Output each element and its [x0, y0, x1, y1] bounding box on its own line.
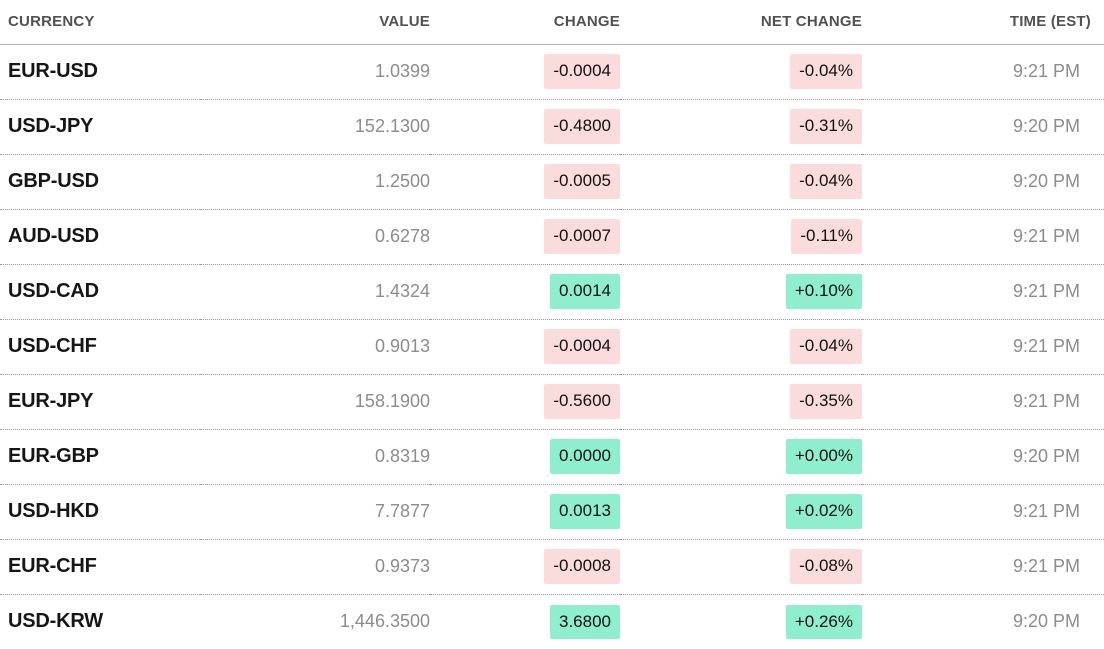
- time-cell: 9:21 PM: [1012, 391, 1080, 411]
- currency-pair-link[interactable]: EUR-CHF: [8, 555, 97, 577]
- table-row: USD-KRW 1,446.3500 3.6800 +0.26% 9:20 PM: [0, 594, 1104, 649]
- change-cell: 3.6800: [430, 594, 620, 649]
- net-change-badge: +0.10%: [785, 274, 862, 309]
- table-row: GBP-USD 1.2500 -0.0005 -0.04% 9:20 PM: [0, 154, 1104, 209]
- value-cell: 0.6278: [374, 226, 430, 246]
- value-cell: 1.4324: [374, 281, 430, 301]
- table-body: EUR-USD 1.0399 -0.0004 -0.04% 9:21 PM US…: [0, 44, 1104, 649]
- net-change-cell: -0.04%: [620, 154, 862, 209]
- change-badge: -0.5600: [544, 384, 620, 419]
- column-header-change: CHANGE: [553, 13, 620, 31]
- change-badge: -0.4800: [544, 109, 620, 144]
- net-change-badge: -0.35%: [790, 384, 862, 419]
- change-badge: 0.0000: [550, 439, 620, 474]
- change-cell: -0.5600: [430, 374, 620, 429]
- column-header-value: VALUE: [379, 13, 430, 31]
- change-badge: 0.0013: [550, 494, 620, 529]
- currency-pair-link[interactable]: USD-CHF: [8, 335, 97, 357]
- net-change-cell: +0.02%: [620, 484, 862, 539]
- table-row: USD-HKD 7.7877 0.0013 +0.02% 9:21 PM: [0, 484, 1104, 539]
- currency-pair-link[interactable]: USD-HKD: [8, 500, 99, 522]
- change-badge: -0.0004: [544, 54, 620, 89]
- value-cell: 0.8319: [374, 446, 430, 466]
- table-row: USD-CHF 0.9013 -0.0004 -0.04% 9:21 PM: [0, 319, 1104, 374]
- time-cell: 9:20 PM: [1012, 611, 1080, 632]
- table-row: EUR-CHF 0.9373 -0.0008 -0.08% 9:21 PM: [0, 539, 1104, 594]
- net-change-badge: -0.11%: [791, 219, 862, 254]
- table-row: USD-JPY 152.1300 -0.4800 -0.31% 9:20 PM: [0, 99, 1104, 154]
- change-badge: 0.0014: [550, 274, 620, 309]
- change-badge: -0.0004: [544, 329, 620, 364]
- net-change-badge: -0.04%: [790, 54, 862, 89]
- change-cell: -0.0005: [430, 154, 620, 209]
- net-change-cell: +0.00%: [620, 429, 862, 484]
- change-cell: -0.0007: [430, 209, 620, 264]
- change-badge: -0.0008: [544, 549, 620, 584]
- value-cell: 0.9013: [374, 336, 430, 356]
- currency-pair-link[interactable]: GBP-USD: [8, 170, 99, 192]
- value-cell: 0.9373: [374, 556, 430, 576]
- currency-pair-link[interactable]: USD-CAD: [8, 280, 99, 302]
- time-cell: 9:21 PM: [1012, 336, 1080, 356]
- net-change-cell: -0.35%: [620, 374, 862, 429]
- net-change-badge: -0.08%: [790, 549, 862, 584]
- net-change-badge: +0.00%: [785, 439, 862, 474]
- time-cell: 9:21 PM: [1012, 61, 1080, 81]
- time-cell: 9:21 PM: [1012, 281, 1080, 301]
- currency-pair-link[interactable]: EUR-JPY: [8, 390, 94, 412]
- time-cell: 9:21 PM: [1012, 226, 1080, 246]
- currency-pair-link[interactable]: EUR-GBP: [8, 445, 99, 467]
- net-change-badge: -0.04%: [790, 329, 862, 364]
- change-cell: -0.0008: [430, 539, 620, 594]
- currency-pair-link[interactable]: EUR-USD: [8, 60, 98, 82]
- change-cell: 0.0000: [430, 429, 620, 484]
- time-cell: 9:21 PM: [1012, 501, 1080, 521]
- time-cell: 9:20 PM: [1012, 116, 1080, 136]
- column-header-currency: CURRENCY: [8, 13, 95, 31]
- net-change-badge: -0.31%: [790, 109, 862, 144]
- change-cell: -0.4800: [430, 99, 620, 154]
- table-row: EUR-USD 1.0399 -0.0004 -0.04% 9:21 PM: [0, 44, 1104, 99]
- column-header-time: TIME (EST): [1009, 13, 1091, 31]
- net-change-cell: -0.04%: [620, 44, 862, 99]
- change-cell: 0.0013: [430, 484, 620, 539]
- value-cell: 7.7877: [374, 501, 430, 521]
- table-row: EUR-JPY 158.1900 -0.5600 -0.35% 9:21 PM: [0, 374, 1104, 429]
- time-cell: 9:20 PM: [1012, 446, 1080, 466]
- table-header-row: CURRENCY VALUE CHANGE NET CHANGE TIME (E…: [0, 0, 1104, 44]
- time-cell: 9:21 PM: [1012, 556, 1080, 576]
- net-change-cell: -0.04%: [620, 319, 862, 374]
- net-change-badge: +0.02%: [785, 494, 862, 529]
- net-change-cell: -0.31%: [620, 99, 862, 154]
- net-change-cell: -0.11%: [620, 209, 862, 264]
- change-cell: -0.0004: [430, 319, 620, 374]
- table-row: EUR-GBP 0.8319 0.0000 +0.00% 9:20 PM: [0, 429, 1104, 484]
- change-badge: -0.0007: [544, 219, 620, 254]
- column-header-net-change: NET CHANGE: [760, 13, 862, 31]
- change-cell: -0.0004: [430, 44, 620, 99]
- net-change-badge: -0.04%: [790, 164, 862, 199]
- currency-pair-link[interactable]: AUD-USD: [8, 225, 99, 247]
- net-change-cell: +0.10%: [620, 264, 862, 319]
- value-cell: 1.0399: [374, 61, 430, 81]
- value-cell: 152.1300: [354, 116, 430, 136]
- table-row: USD-CAD 1.4324 0.0014 +0.10% 9:21 PM: [0, 264, 1104, 319]
- change-badge: 3.6800: [550, 604, 620, 639]
- change-cell: 0.0014: [430, 264, 620, 319]
- currency-pair-link[interactable]: USD-JPY: [8, 115, 94, 137]
- value-cell: 1,446.3500: [339, 611, 430, 632]
- change-badge: -0.0005: [544, 164, 620, 199]
- net-change-cell: -0.08%: [620, 539, 862, 594]
- value-cell: 158.1900: [354, 391, 430, 411]
- time-cell: 9:20 PM: [1012, 171, 1080, 191]
- table-row: AUD-USD 0.6278 -0.0007 -0.11% 9:21 PM: [0, 209, 1104, 264]
- net-change-badge: +0.26%: [785, 604, 862, 639]
- net-change-cell: +0.26%: [620, 594, 862, 649]
- value-cell: 1.2500: [374, 171, 430, 191]
- currency-pair-link[interactable]: USD-KRW: [8, 610, 103, 633]
